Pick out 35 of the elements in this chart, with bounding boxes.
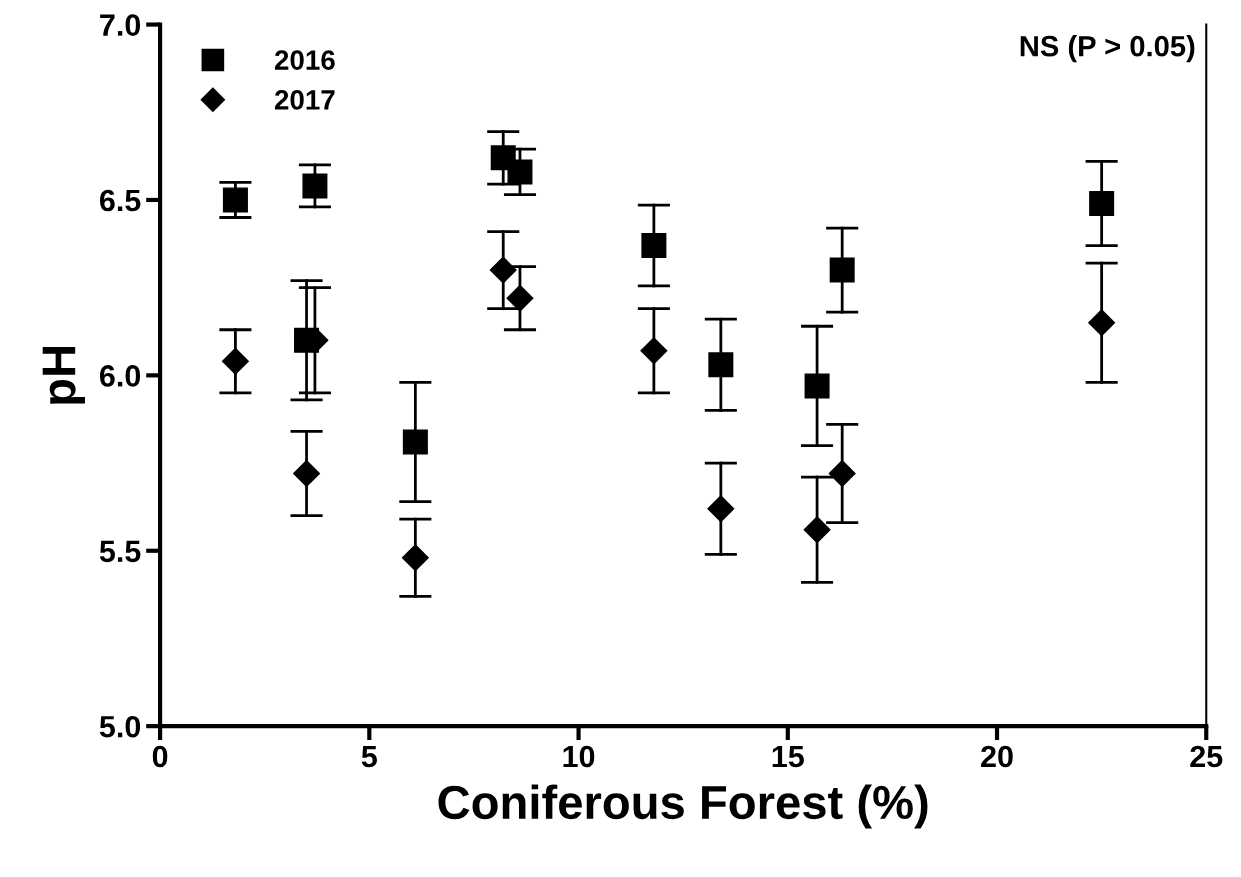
point: [641, 233, 667, 259]
point: [402, 429, 428, 455]
point: [222, 187, 248, 213]
x-tick-label: 0: [152, 745, 168, 768]
x-tick-label: 25: [1190, 745, 1223, 768]
y-tick-label: 5.5: [99, 540, 141, 563]
y-tick-label: 6.0: [99, 365, 141, 387]
point: [640, 337, 668, 365]
point: [1089, 190, 1115, 216]
y-axis-title: pH: [42, 347, 85, 404]
point: [507, 159, 533, 185]
y-tick-label: 6.5: [99, 189, 141, 212]
point: [1088, 309, 1116, 337]
legend-label: 2016: [274, 50, 335, 70]
point: [828, 460, 856, 488]
x-tick-label: 5: [361, 746, 377, 768]
annotation: NS (P > 0.05): [1020, 35, 1195, 63]
point: [293, 460, 321, 488]
point: [708, 352, 734, 378]
point: [506, 284, 534, 312]
legend-label: 2017: [274, 90, 335, 110]
x-tick-label: 10: [563, 745, 595, 768]
point: [804, 373, 830, 399]
point: [829, 257, 855, 283]
point: [803, 516, 831, 544]
point: [489, 256, 517, 284]
x-tick-label: 15: [772, 746, 804, 768]
y-tick-label: 7.0: [100, 14, 141, 36]
x-tick-label: 20: [981, 745, 1013, 768]
point: [401, 544, 429, 572]
point: [707, 495, 735, 523]
point: [302, 173, 328, 199]
point: [221, 347, 249, 375]
x-axis-title: Coniferous Forest (%): [438, 784, 928, 829]
y-tick-label: 5.0: [99, 715, 141, 738]
